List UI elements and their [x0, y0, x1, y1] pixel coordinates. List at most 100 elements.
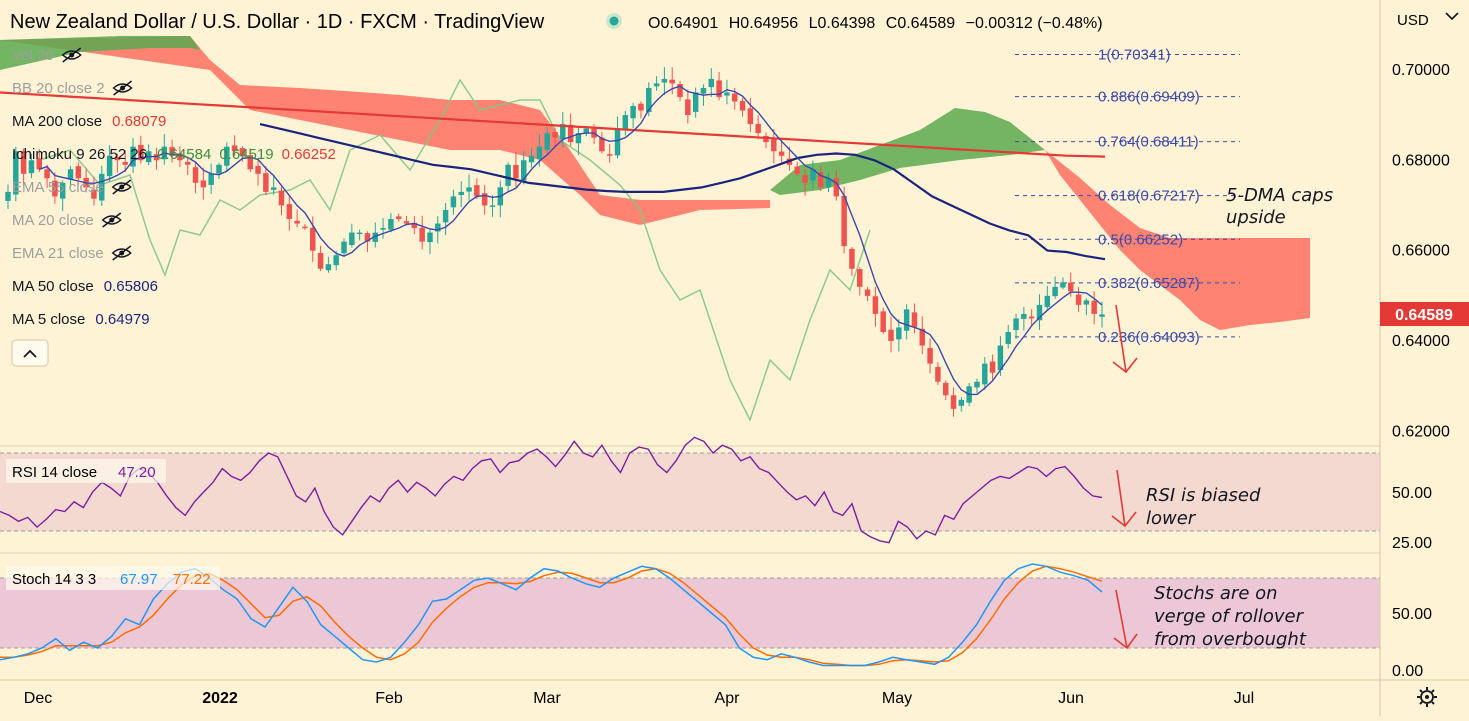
time-axis[interactable]: Dec 2022 Feb Mar Apr May Jun Jul: [24, 690, 1254, 707]
price-tick: 0.68000: [1392, 152, 1450, 169]
eye-off-icon[interactable]: [111, 179, 132, 195]
fibonacci-retracement[interactable]: 1(0.70341) 0.886(0.69409) 0.764(0.68411) 0.…: [1015, 46, 1240, 346]
candle-body: [75, 166, 82, 179]
candle-body: [958, 399, 965, 406]
eye-off-icon[interactable]: [111, 245, 132, 261]
candle-body: [44, 169, 50, 179]
price-axis[interactable]: 0.70000 0.68000 0.66000 0.64000 0.62000: [1392, 62, 1450, 441]
fib-level-label: 0.5(0.66252): [1098, 231, 1183, 248]
candle-body: [435, 223, 441, 232]
candle-body: [716, 80, 722, 97]
legend-item[interactable]: EMA 55 close: [12, 179, 132, 196]
time-tick: Apr: [715, 690, 741, 707]
candle-body: [927, 347, 933, 364]
eye-off-icon[interactable]: [101, 212, 122, 228]
candle-body: [169, 147, 175, 156]
price-tick: 0.62000: [1392, 423, 1450, 440]
fib-level-label: 0.618(0.67217): [1098, 188, 1200, 205]
legend-item[interactable]: MA 5 close 0.64979: [12, 311, 150, 328]
gear-icon[interactable]: [1417, 687, 1437, 707]
candle-body: [810, 169, 816, 181]
legend-item-label: Ichimoku 9 26 52 26: [12, 146, 147, 163]
candle-body: [997, 345, 1004, 371]
fib-level-label: 0.764(0.68411): [1098, 134, 1199, 151]
legend-item[interactable]: MA 50 close 0.65806: [12, 278, 158, 295]
candle-body: [661, 78, 668, 83]
price-tick: 0.66000: [1392, 243, 1450, 260]
candle-body: [1052, 286, 1058, 297]
candle-body: [614, 128, 621, 156]
rsi-legend-bg: [6, 459, 166, 483]
eye-off-icon[interactable]: [61, 47, 82, 63]
candle-body: [513, 164, 519, 179]
collapse-legend-button[interactable]: [11, 339, 49, 367]
candle-body: [552, 132, 558, 138]
time-tick: May: [882, 690, 912, 707]
candle-body: [419, 227, 425, 242]
candle-body: [302, 226, 308, 229]
stoch-band: [0, 578, 1380, 648]
candle-body: [263, 173, 269, 192]
candle-body: [325, 264, 332, 271]
annotation-stoch-line2: verge of rollover: [1154, 606, 1305, 627]
candle-body: [231, 145, 238, 152]
candle-body: [91, 189, 97, 199]
legend-item[interactable]: Ichimoku 9 26 52 26 0.64584 0.64519 0.66252: [12, 146, 336, 163]
time-tick: Jun: [1058, 690, 1084, 707]
legend-item[interactable]: EMA 21 close: [12, 245, 132, 262]
rsi-legend[interactable]: RSI 14 close 47.20: [6, 459, 166, 483]
candle-body: [122, 162, 128, 165]
candle-body: [575, 133, 582, 144]
candle-body: [1075, 294, 1082, 305]
annotation-dma-line2: upside: [1226, 207, 1286, 228]
chevron-down-icon[interactable]: [1445, 12, 1459, 21]
candle-body: [763, 135, 769, 143]
candle-body: [5, 191, 11, 201]
candle-body: [864, 289, 871, 296]
candle-body: [59, 182, 66, 199]
legend-item-value: 0.64519: [219, 146, 273, 163]
price-tick: 0.64000: [1392, 333, 1450, 350]
candle-body: [857, 269, 863, 287]
candle-body: [872, 296, 879, 314]
candle-body: [685, 99, 691, 116]
candle-body: [747, 108, 754, 125]
legend-item[interactable]: BB 20 close 2: [12, 80, 133, 97]
candle-body: [177, 153, 183, 161]
stoch-legend[interactable]: Stoch 14 3 3 67.97 77.22: [6, 566, 220, 590]
candle-body: [450, 196, 457, 208]
legend-item[interactable]: MA 20 close: [12, 212, 122, 229]
candle-body: [52, 180, 58, 197]
ohlc-values: O0.64901 H0.64956 L0.64398 C0.64589 −0.0…: [648, 15, 1103, 32]
fib-level-label: 0.886(0.69409): [1098, 89, 1200, 106]
candle-body: [380, 228, 386, 230]
legend-item-label: EMA 21 close: [12, 245, 104, 262]
indicator-legend[interactable]: Vol 20 BB 20 close 2 MA 200 close 0.68079 Ic…: [12, 47, 336, 328]
legend-item[interactable]: Vol 20: [12, 47, 82, 64]
annotation-rsi-line1: RSI is biased: [1146, 485, 1261, 506]
stoch-legend-k: 67.97: [120, 571, 158, 588]
rsi-tick-25: 25.00: [1392, 535, 1432, 552]
eye-off-icon[interactable]: [112, 80, 133, 96]
legend-item-label: MA 200 close: [12, 113, 102, 130]
candle-body: [700, 87, 707, 94]
annotation-rsi-line2: lower: [1146, 508, 1197, 529]
candle-body: [364, 233, 371, 242]
candle-body: [278, 190, 285, 206]
candle-body: [638, 103, 644, 111]
currency-label[interactable]: USD: [1397, 12, 1429, 29]
fib-level-label: 1(0.70341): [1098, 46, 1171, 63]
candle-body: [942, 382, 949, 396]
candle-body: [919, 328, 926, 346]
ohlc-high: H0.64956: [729, 15, 798, 32]
stoch-legend-label: Stoch 14 3 3: [12, 571, 96, 588]
legend-item[interactable]: MA 200 close 0.68079: [12, 113, 166, 130]
candle-body: [372, 232, 379, 242]
stoch-legend-d: 77.22: [173, 571, 211, 588]
candle-body: [341, 241, 347, 254]
chevron-up-icon[interactable]: [23, 349, 37, 358]
legend-item-value: 0.66252: [282, 146, 336, 163]
candle-body: [833, 178, 840, 197]
